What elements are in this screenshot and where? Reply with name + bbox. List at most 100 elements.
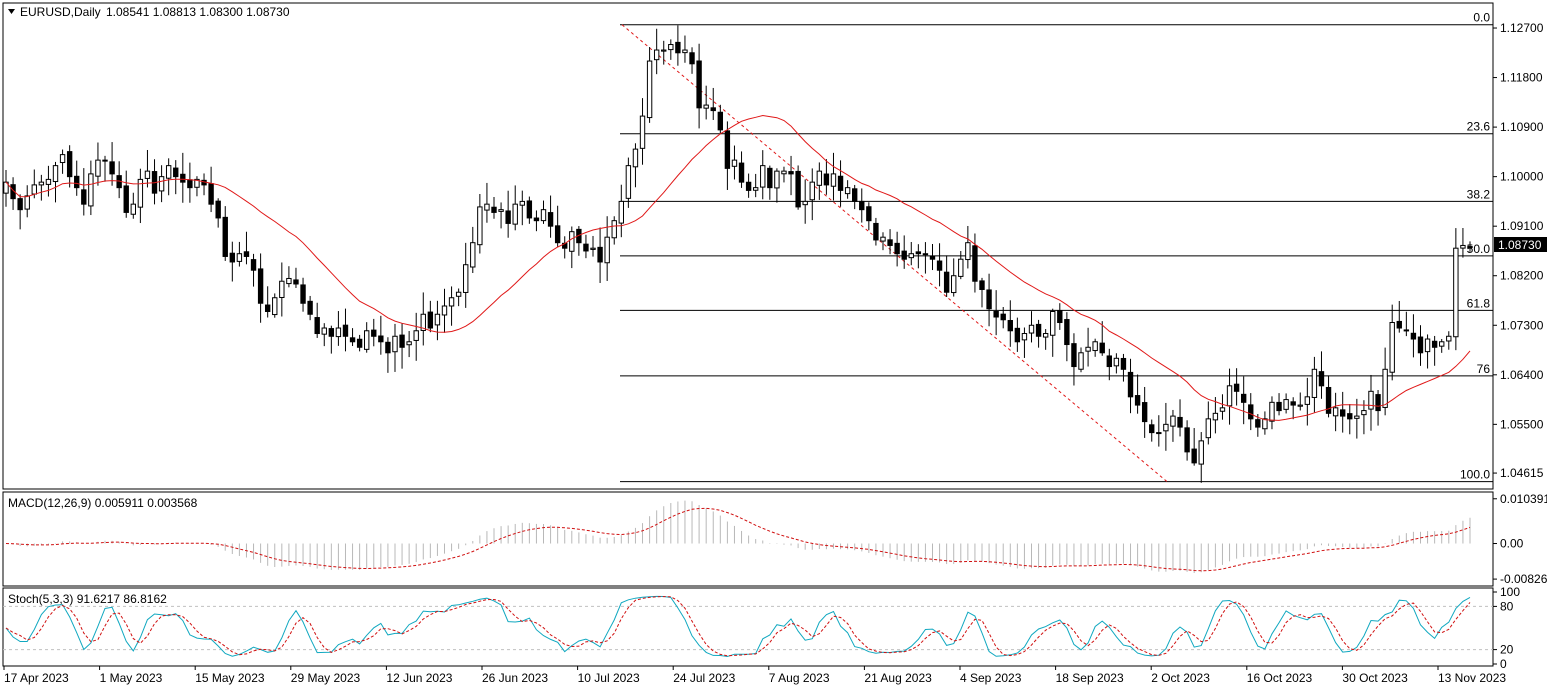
candle-body — [512, 203, 518, 225]
macd-pane[interactable]: MACD(12,26,9) 0.005911 0.003568 0.010391… — [2, 491, 1547, 587]
candle-body — [88, 173, 94, 207]
candle-body — [95, 159, 101, 177]
candle-body — [38, 181, 45, 186]
date-tick-label: 4 Sep 2023 — [960, 671, 1022, 685]
fib-label: 50.0 — [1467, 242, 1491, 256]
candle-body — [31, 184, 37, 195]
date-tick-label: 26 Jun 2023 — [482, 671, 548, 685]
fib-label: 76 — [1477, 362, 1491, 376]
candle-body — [45, 178, 52, 185]
candle-body — [130, 203, 136, 215]
candle-body — [1092, 341, 1098, 352]
candle-body — [1403, 329, 1410, 332]
candle-body — [717, 111, 724, 131]
candle-body — [328, 328, 335, 337]
candle-body — [1028, 324, 1035, 334]
candle-body — [215, 200, 221, 219]
candle-body — [420, 313, 426, 331]
candle-body — [1460, 244, 1466, 249]
candle-body — [59, 154, 66, 164]
candle-body — [356, 338, 363, 348]
candle-body — [958, 258, 964, 277]
candle-body — [696, 60, 702, 109]
candle-body — [986, 289, 992, 310]
candle-body — [364, 330, 370, 350]
candle-body — [52, 165, 59, 183]
candle-body — [901, 250, 907, 260]
candle-body — [293, 279, 299, 285]
candle-body — [1163, 423, 1169, 432]
date-tick-label: 13 Nov 2023 — [1438, 671, 1506, 685]
candle-body — [1431, 340, 1438, 348]
macd-histogram — [12, 500, 1471, 573]
candle-body — [1177, 416, 1183, 428]
candle-body — [321, 327, 327, 335]
current-price-text: 1.08730 — [1498, 238, 1542, 252]
candle-body — [264, 304, 271, 313]
date-tick-label: 24 Jul 2023 — [673, 671, 735, 685]
candle-body — [929, 255, 936, 260]
symbol-label: EURUSD,Daily — [20, 5, 101, 19]
candle-body — [1219, 407, 1226, 412]
candle-body — [1170, 415, 1176, 427]
candle-body — [1141, 402, 1148, 423]
candle-body — [632, 148, 639, 168]
stoch-main-line — [5, 595, 1471, 658]
date-tick-label: 10 Jul 2023 — [578, 671, 640, 685]
candle-body — [1276, 401, 1282, 412]
candle-body — [229, 252, 236, 263]
stoch-tick-label: 100 — [1500, 585, 1520, 599]
candle-body — [385, 341, 391, 354]
candle-body — [781, 170, 787, 175]
stoch-tick-label: 20 — [1500, 643, 1514, 657]
candle-body — [236, 253, 243, 262]
price-tick-label: 1.07300 — [1500, 318, 1544, 332]
candle-body — [661, 49, 667, 52]
stoch-label: Stoch(5,3,3) 91.6217 86.8162 — [8, 592, 167, 606]
candle-body — [250, 259, 257, 271]
candle-body — [1099, 342, 1105, 354]
candle-body — [1446, 335, 1452, 342]
candle-body — [144, 170, 151, 179]
candle-body — [1226, 385, 1233, 407]
candle-body — [1184, 427, 1190, 453]
macd-signal-line — [5, 507, 1471, 572]
dropdown-triangle-icon[interactable] — [8, 9, 15, 14]
candle-body — [802, 200, 808, 206]
candle-body — [1304, 396, 1311, 405]
candle-body — [965, 242, 971, 261]
ma-line — [5, 114, 1471, 421]
price-tick-label: 1.10000 — [1500, 170, 1544, 184]
candle-body — [1467, 246, 1473, 249]
candle-body — [915, 251, 922, 255]
candle-body — [646, 60, 653, 119]
header: EURUSD,Daily 1.08541 1.08813 1.08300 1.0… — [8, 5, 290, 19]
candle-body — [852, 188, 858, 202]
candle-body — [830, 173, 837, 187]
candle-body — [74, 175, 80, 189]
candle-body — [1424, 338, 1431, 353]
price-pane-frame — [2, 2, 1494, 490]
candle-body — [463, 264, 469, 293]
candle-body — [484, 203, 490, 211]
date-tick-label: 2 Oct 2023 — [1151, 671, 1210, 685]
candle-body — [554, 225, 561, 244]
candle-body — [1311, 368, 1318, 398]
candle-body — [1361, 410, 1367, 416]
price-pane[interactable]: 0.0 23.6 38.2 50.0 61.8 76 100.0 1.12700 1.1180… — [2, 2, 1547, 490]
stoch-tick-label: 0 — [1500, 657, 1507, 671]
candle-body — [1332, 407, 1339, 417]
candle-body — [1156, 432, 1162, 435]
candle-body — [1347, 413, 1353, 420]
candle-body — [1191, 448, 1197, 464]
candle-body — [1297, 404, 1303, 407]
date-tick-label: 16 Oct 2023 — [1247, 671, 1313, 685]
macd-label: MACD(12,26,9) 0.005911 0.003568 — [8, 496, 198, 510]
candle-body — [1325, 386, 1332, 414]
candle-body — [194, 178, 200, 188]
candle-body — [1375, 394, 1381, 412]
candle-body — [173, 167, 179, 178]
